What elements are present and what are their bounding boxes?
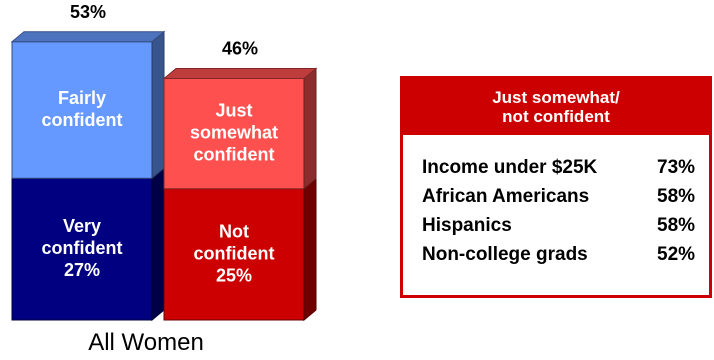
segment-label: Fairly confident — [42, 88, 123, 130]
bar-segment — [11, 41, 153, 179]
bar-segment — [163, 78, 305, 190]
callout-box: Just somewhat/ not confident Income unde… — [400, 76, 712, 298]
bar-total-label: 46% — [222, 39, 258, 59]
bar-total-label: 53% — [70, 2, 106, 22]
bar-top — [162, 68, 318, 79]
callout-row-value: 58% — [657, 215, 696, 236]
bar-segment-side — [151, 30, 165, 180]
callout-row: Hispanics 58% — [422, 211, 709, 240]
bar-segment-side — [303, 67, 317, 190]
category-label: All Women — [88, 329, 204, 356]
bar-segment-side — [151, 167, 165, 322]
segment-label: Just somewhat confident — [190, 100, 278, 164]
segment-label: Not confident 25% — [194, 221, 275, 285]
callout-title-line-1: Just somewhat/ — [492, 88, 620, 107]
callout-row: African Americans 58% — [422, 182, 709, 211]
segment-label: Very confident 27% — [42, 216, 123, 280]
bar-top — [10, 31, 166, 43]
callout-row-value: 58% — [657, 186, 696, 207]
callout-row-label: Income under $25K — [422, 157, 598, 178]
callout-title: Just somewhat/ not confident — [403, 79, 709, 135]
callout-row-value: 73% — [657, 157, 696, 178]
callout-title-line-2: not confident — [502, 107, 610, 126]
callout-row: Non-college grads 52% — [422, 240, 709, 269]
callout-row: Income under $25K 73% — [422, 153, 709, 182]
callout-row-label: African Americans — [422, 186, 590, 207]
callout-rows: Income under $25K 73% African Americans … — [403, 135, 709, 269]
bar-segment — [11, 177, 153, 321]
callout-row-label: Hispanics — [422, 215, 512, 236]
callout-row-label: Non-college grads — [422, 244, 588, 265]
callout-row-value: 52% — [657, 244, 696, 265]
bar-segment-side — [303, 177, 317, 322]
